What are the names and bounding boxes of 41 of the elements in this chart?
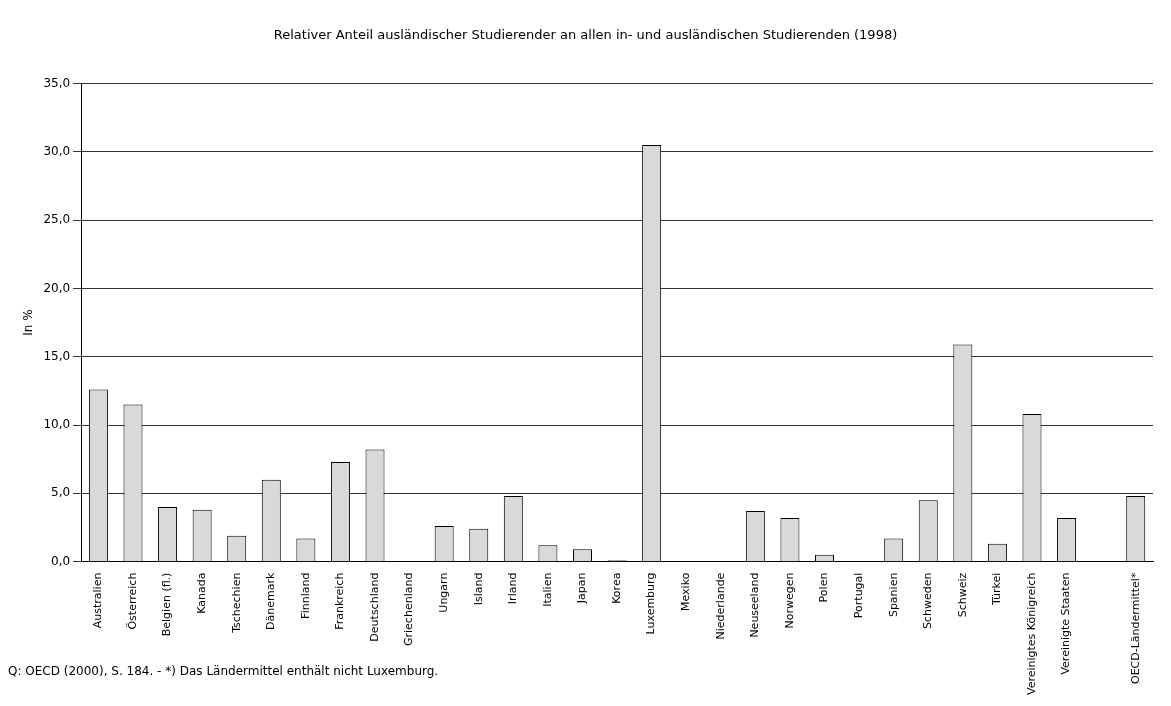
- x-tick-label: Neuseeland: [748, 572, 762, 638]
- x-tick-label: Frankreich: [333, 572, 347, 630]
- y-tick-label: 30,0: [43, 144, 71, 159]
- chart-title: Relativer Anteil ausländischer Studierender an allen in- und ausländischen Studierenden (1998): [273, 27, 898, 43]
- x-tick-label: Island: [471, 572, 485, 606]
- y-tick-label: 20,0: [43, 280, 71, 295]
- y-tick-label: 0,0: [51, 553, 71, 568]
- x-tick-label: Italien: [540, 572, 554, 607]
- x-tick-label: Australien: [91, 572, 105, 629]
- x-tick-label: OECD-Ländermittel*: [1128, 572, 1142, 684]
- x-tick-label: Deutschland: [367, 572, 381, 642]
- x-tick-label: Niederlande: [713, 572, 727, 640]
- y-tick-label: 25,0: [43, 212, 71, 227]
- x-tick-label: Luxemburg: [644, 572, 658, 635]
- x-tick-label: Belgien (fl.): [160, 572, 174, 637]
- text: Q: OECD (2000), S. 184. - *) Das Ländermittel enthält nicht Luxemburg.: [8, 664, 439, 678]
- y-tick-label: 35,0: [43, 75, 71, 90]
- y-tick-label: 15,0: [43, 348, 71, 363]
- x-tick-label: Japan: [575, 572, 589, 605]
- x-tick-label: Portugal: [851, 572, 865, 619]
- x-tick-label: Türkei: [990, 572, 1004, 607]
- y-tick-label: 10,0: [43, 417, 71, 432]
- x-tick-label: Dänemark: [264, 571, 278, 630]
- x-tick-label: Ungarn: [437, 572, 451, 613]
- y-tick-label: 5,0: [51, 485, 71, 500]
- x-tick-label: Mexiko: [679, 572, 693, 611]
- x-tick-label: Irland: [506, 572, 520, 605]
- x-tick-label: Vereinigtes Königreich: [1024, 572, 1038, 696]
- x-tick-label: Finnland: [298, 572, 312, 619]
- x-tick-label: Schweden: [921, 572, 935, 630]
- y-axis-title: In %: [21, 309, 36, 336]
- x-tick-label: Tschechien: [229, 572, 243, 634]
- x-tick-label: Vereinigte Staaten: [1059, 572, 1073, 675]
- x-tick-label: Spanien: [886, 572, 900, 618]
- x-tick-label: Kanada: [195, 572, 208, 614]
- x-tick-label: Korea: [609, 572, 623, 604]
- x-tick-label: Polen: [817, 572, 831, 603]
- x-tick-label: Griechenland: [402, 572, 416, 646]
- x-tick-label: Österreich: [125, 572, 139, 630]
- x-tick-label: Schweiz: [955, 572, 969, 618]
- x-tick-label: Norwegen: [782, 572, 796, 629]
